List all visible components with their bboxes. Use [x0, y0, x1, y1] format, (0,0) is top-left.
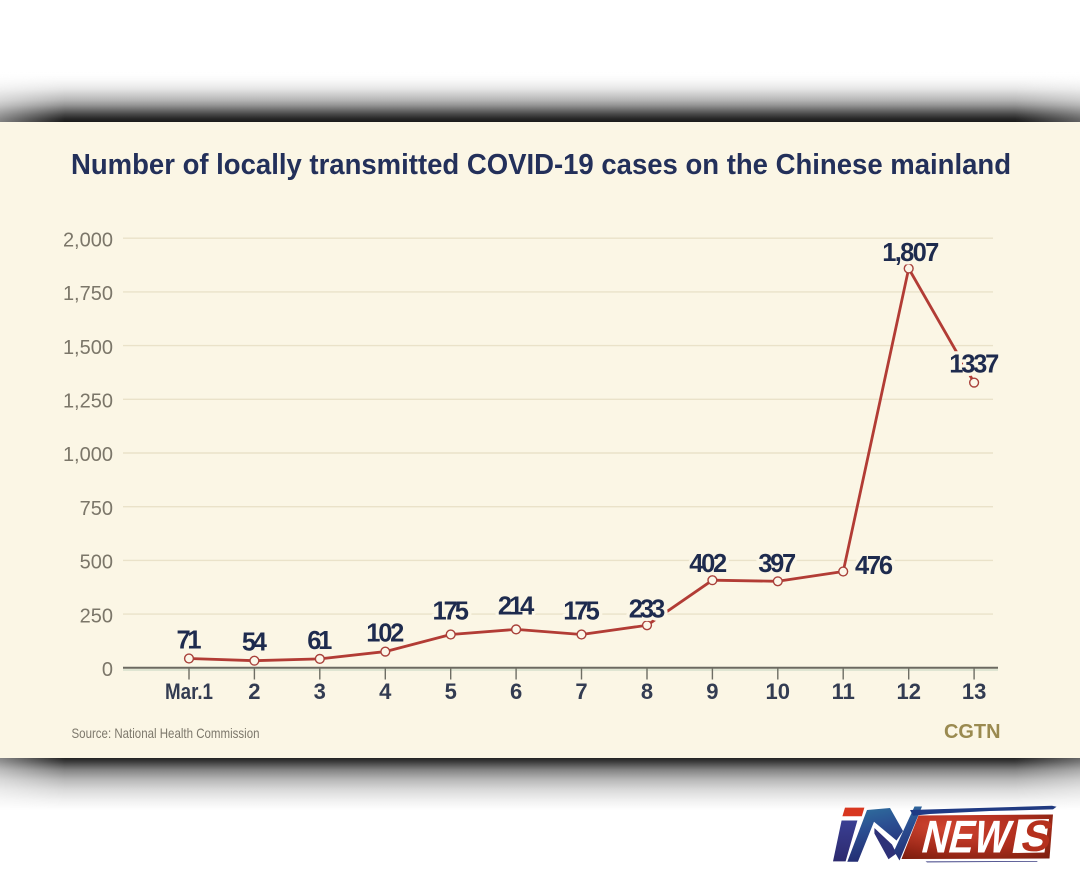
svg-text:2: 2 [248, 679, 260, 704]
svg-text:13: 13 [962, 679, 986, 704]
svg-text:8: 8 [641, 679, 653, 704]
svg-text:12: 12 [896, 679, 920, 704]
svg-text:233: 233 [629, 595, 666, 623]
svg-text:1,807: 1,807 [882, 239, 939, 267]
svg-text:175: 175 [563, 598, 600, 626]
svg-text:9: 9 [706, 679, 718, 704]
svg-text:54: 54 [242, 629, 268, 657]
svg-text:476: 476 [855, 552, 893, 580]
svg-text:1337: 1337 [949, 351, 999, 379]
svg-text:402: 402 [689, 550, 727, 578]
svg-text:1,000: 1,000 [63, 444, 113, 466]
svg-text:11: 11 [832, 679, 855, 704]
svg-text:102: 102 [366, 620, 404, 648]
svg-text:61: 61 [307, 627, 332, 655]
svg-text:0: 0 [102, 659, 113, 681]
svg-text:500: 500 [80, 552, 113, 574]
svg-text:61: 61 [307, 627, 332, 655]
svg-text:1,807: 1,807 [882, 239, 939, 267]
svg-text:4: 4 [379, 679, 392, 704]
svg-text:54: 54 [242, 629, 268, 657]
svg-text:71: 71 [177, 627, 202, 655]
svg-text:Source: National Health Commis: Source: National Health Commission [72, 726, 260, 741]
svg-text:2,000: 2,000 [63, 229, 113, 251]
svg-text:10: 10 [766, 679, 790, 704]
svg-text:NEW: NEW [917, 812, 1017, 864]
svg-text:750: 750 [80, 498, 113, 520]
svg-text:102: 102 [366, 620, 404, 648]
svg-text:Number of locally transmitted: Number of locally transmitted COVID-19 c… [71, 149, 1011, 181]
svg-text:175: 175 [432, 598, 469, 626]
svg-text:7: 7 [575, 679, 587, 704]
svg-text:1,750: 1,750 [63, 283, 113, 305]
svg-text:71: 71 [177, 627, 202, 655]
svg-text:175: 175 [563, 598, 600, 626]
svg-text:250: 250 [80, 605, 113, 627]
svg-text:397: 397 [758, 550, 796, 578]
svg-text:476: 476 [855, 552, 893, 580]
svg-text:214: 214 [498, 592, 535, 620]
svg-text:233: 233 [629, 595, 666, 623]
svg-text:1337: 1337 [949, 351, 999, 379]
svg-text:6: 6 [510, 679, 522, 704]
svg-text:3: 3 [314, 679, 326, 704]
svg-text:CGTN: CGTN [944, 721, 1001, 743]
svg-text:175: 175 [432, 598, 469, 626]
svg-text:5: 5 [445, 679, 457, 704]
svg-text:1,250: 1,250 [63, 391, 113, 413]
svg-text:Mar.1: Mar.1 [165, 679, 213, 704]
svg-text:214: 214 [498, 592, 535, 620]
svg-text:1,500: 1,500 [63, 337, 113, 359]
svg-text:397: 397 [758, 550, 796, 578]
svg-text:402: 402 [689, 550, 727, 578]
